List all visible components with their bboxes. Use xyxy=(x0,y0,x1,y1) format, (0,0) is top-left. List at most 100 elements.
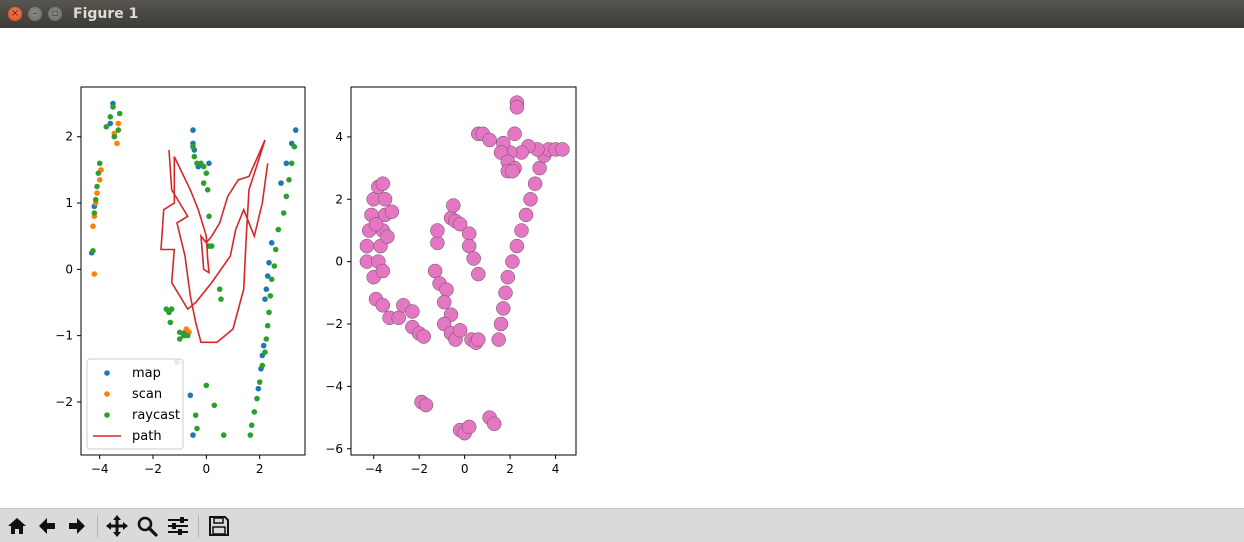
legend-marker-raycast xyxy=(104,412,110,418)
axes-frame xyxy=(80,86,306,456)
pink-point-54 xyxy=(509,238,525,254)
x-tick-label: −4 xyxy=(91,462,109,476)
plot-area xyxy=(359,95,570,441)
figure-canvas: −4 −2 0 2 −2 −1 0 1 2 map scan raycast path −4 −2 0 2 4 −6… xyxy=(55,86,577,476)
raycast-point-55 xyxy=(251,409,258,415)
map-point-4 xyxy=(190,127,196,133)
raycast-point-10 xyxy=(115,127,122,133)
raycast-point-44 xyxy=(272,246,279,253)
legend-label-raycast: raycast xyxy=(132,408,180,423)
map-point-16 xyxy=(266,259,272,266)
raycast-point-38 xyxy=(291,143,298,150)
pink-point-53 xyxy=(505,254,520,269)
raycast-point-19 xyxy=(204,187,211,193)
x-tick-label: −2 xyxy=(410,462,428,476)
y-tick-label: 2 xyxy=(65,130,73,144)
pink-point-50 xyxy=(496,301,511,316)
pink-point-7 xyxy=(377,192,393,207)
y-tick-label: −4 xyxy=(325,379,343,393)
y-tick-label: 1 xyxy=(65,196,73,210)
raycast-point-40 xyxy=(286,177,292,183)
pink-point-63 xyxy=(555,142,570,157)
pink-point-51 xyxy=(498,285,513,301)
x-tick-label: 2 xyxy=(256,462,264,476)
pink-point-59 xyxy=(532,160,547,176)
raycast-point-34 xyxy=(211,402,218,409)
map-point-24 xyxy=(260,342,267,349)
raycast-point-52 xyxy=(259,362,266,369)
raycast-point-42 xyxy=(280,210,287,216)
forward-button[interactable] xyxy=(64,513,90,539)
save-button[interactable] xyxy=(206,513,232,539)
raycast-point-32 xyxy=(184,332,191,339)
pink-point-42 xyxy=(461,226,477,241)
pink-point-34 xyxy=(452,323,468,338)
pink-point-0 xyxy=(359,238,375,254)
legend-label-scan: scan xyxy=(132,387,162,402)
legend-box xyxy=(86,358,184,450)
sliders-icon xyxy=(168,517,188,535)
legend-marker-map xyxy=(104,370,110,376)
y-tick-label: −2 xyxy=(55,395,73,409)
raycast-point-51 xyxy=(262,349,268,356)
configure-subplots-button[interactable] xyxy=(165,513,191,539)
y-tick-label: 4 xyxy=(335,130,343,144)
pink-point-26 xyxy=(427,263,443,279)
map-point-18 xyxy=(278,180,284,186)
pink-point-55 xyxy=(514,223,529,238)
maximize-button[interactable]: ▫ xyxy=(48,7,62,21)
pink-point-52 xyxy=(500,269,516,285)
raycast-point-33 xyxy=(203,382,210,389)
map-point-25 xyxy=(255,385,262,392)
map-point-11 xyxy=(187,392,194,399)
pink-point-56 xyxy=(518,207,534,223)
x-tick-label: −4 xyxy=(365,462,383,476)
raycast-point-18 xyxy=(200,180,207,186)
home-icon xyxy=(8,518,26,534)
pink-point-81 xyxy=(418,397,434,413)
raycast-point-2 xyxy=(92,196,99,203)
raycast-point-6 xyxy=(103,124,110,130)
raycast-point-22 xyxy=(208,243,215,249)
legend-label-map: map xyxy=(132,366,161,381)
map-point-3 xyxy=(107,120,114,127)
home-button[interactable] xyxy=(4,513,30,539)
window-titlebar: × – ▫ Figure 1 xyxy=(0,0,1244,28)
back-button[interactable] xyxy=(34,513,60,539)
x-tick-label: 2 xyxy=(506,462,514,476)
raycast-point-46 xyxy=(268,276,275,283)
toolbar-separator xyxy=(97,515,98,537)
pink-point-48 xyxy=(491,332,506,347)
zoom-button[interactable] xyxy=(134,513,160,539)
raycast-point-57 xyxy=(247,432,254,438)
x-tick-label: −2 xyxy=(144,462,162,476)
map-point-14 xyxy=(263,286,270,293)
axes-frame xyxy=(350,86,577,456)
raycast-point-8 xyxy=(110,104,116,110)
raycast-point-56 xyxy=(248,422,255,429)
close-button[interactable]: × xyxy=(8,7,22,21)
move-icon xyxy=(106,515,128,537)
magnifier-icon xyxy=(137,516,158,537)
pink-point-44 xyxy=(466,251,481,266)
axes-2: −4 −2 0 2 4 −6 −4 −2 0 2 4 xyxy=(325,86,577,476)
pan-button[interactable] xyxy=(104,513,130,539)
raycast-point-31 xyxy=(176,336,183,342)
raycast-point-50 xyxy=(263,336,270,342)
scan-point-0 xyxy=(91,271,98,277)
raycast-point-47 xyxy=(267,293,274,299)
raycast-point-14 xyxy=(194,160,200,167)
pink-point-13 xyxy=(368,216,384,232)
pink-point-74 xyxy=(482,132,497,148)
pink-point-45 xyxy=(471,266,486,282)
raycast-point-45 xyxy=(271,263,278,269)
map-point-10 xyxy=(190,432,196,438)
minimize-button[interactable]: – xyxy=(28,7,42,21)
raycast-point-12 xyxy=(190,143,196,150)
plot-area xyxy=(88,100,299,438)
pink-point-79 xyxy=(505,163,520,179)
legend-marker-scan xyxy=(104,391,110,397)
raycast-point-48 xyxy=(266,309,272,316)
map-point-21 xyxy=(292,127,299,133)
floppy-disk-icon xyxy=(209,516,229,536)
